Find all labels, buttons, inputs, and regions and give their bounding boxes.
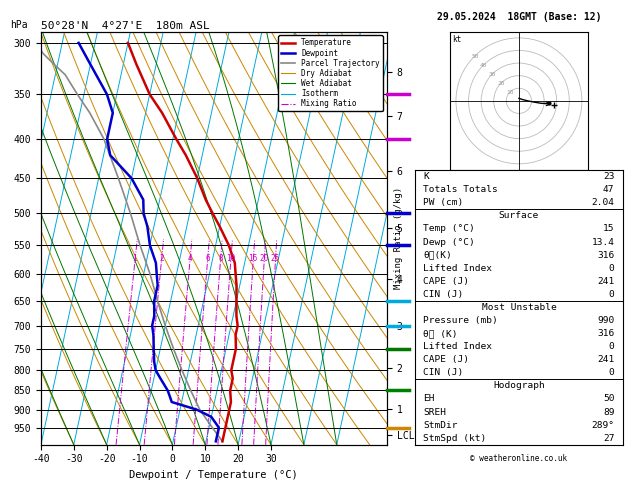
Text: CAPE (J): CAPE (J) [423, 277, 469, 286]
Text: 15: 15 [603, 225, 615, 233]
Text: θᴄ(K): θᴄ(K) [423, 251, 452, 260]
Text: 241: 241 [597, 355, 615, 364]
Text: 20: 20 [498, 81, 505, 86]
Text: Hodograph: Hodograph [493, 382, 545, 390]
Text: SREH: SREH [423, 407, 447, 417]
Text: 0: 0 [609, 342, 615, 351]
Text: CAPE (J): CAPE (J) [423, 355, 469, 364]
Text: 241: 241 [597, 277, 615, 286]
Text: hPa: hPa [10, 19, 28, 30]
Text: K: K [423, 172, 429, 181]
Text: Totals Totals: Totals Totals [423, 185, 498, 194]
Text: Dewp (°C): Dewp (°C) [423, 238, 475, 246]
Text: 29.05.2024  18GMT (Base: 12): 29.05.2024 18GMT (Base: 12) [437, 12, 601, 22]
Text: Pressure (mb): Pressure (mb) [423, 316, 498, 325]
Text: 0: 0 [609, 264, 615, 273]
Text: Lifted Index: Lifted Index [423, 342, 493, 351]
Text: Lifted Index: Lifted Index [423, 264, 493, 273]
Text: Temp (°C): Temp (°C) [423, 225, 475, 233]
Text: 50: 50 [603, 395, 615, 403]
Text: 50°28'N  4°27'E  180m ASL: 50°28'N 4°27'E 180m ASL [41, 21, 209, 31]
Text: StmDir: StmDir [423, 420, 458, 430]
Text: 6: 6 [205, 254, 209, 263]
Text: 0: 0 [609, 368, 615, 377]
Text: StmSpd (kt): StmSpd (kt) [423, 434, 487, 443]
Text: 23: 23 [603, 172, 615, 181]
Text: 40: 40 [480, 63, 487, 68]
Text: 47: 47 [603, 185, 615, 194]
Text: Mixing Ratio (g/kg): Mixing Ratio (g/kg) [394, 187, 403, 289]
X-axis label: Dewpoint / Temperature (°C): Dewpoint / Temperature (°C) [130, 470, 298, 480]
Text: 16: 16 [248, 254, 258, 263]
Text: 13.4: 13.4 [591, 238, 615, 246]
Text: EH: EH [423, 395, 435, 403]
Text: PW (cm): PW (cm) [423, 198, 464, 208]
Text: 25: 25 [270, 254, 280, 263]
Text: 316: 316 [597, 329, 615, 338]
Text: θᴄ (K): θᴄ (K) [423, 329, 458, 338]
Text: CIN (J): CIN (J) [423, 290, 464, 299]
Text: © weatheronline.co.uk: © weatheronline.co.uk [470, 454, 567, 464]
Text: 10: 10 [226, 254, 235, 263]
Text: 50: 50 [471, 54, 479, 59]
Text: 10: 10 [506, 89, 514, 95]
Text: 289°: 289° [591, 420, 615, 430]
Text: Most Unstable: Most Unstable [482, 303, 556, 312]
Text: 89: 89 [603, 407, 615, 417]
Text: 20: 20 [260, 254, 269, 263]
Text: CIN (J): CIN (J) [423, 368, 464, 377]
Text: 0: 0 [609, 290, 615, 299]
Text: 990: 990 [597, 316, 615, 325]
Text: 8: 8 [218, 254, 223, 263]
Text: 4: 4 [187, 254, 192, 263]
Text: 2: 2 [159, 254, 164, 263]
Text: 27: 27 [603, 434, 615, 443]
Text: 1: 1 [133, 254, 137, 263]
Text: Surface: Surface [499, 211, 539, 220]
Legend: Temperature, Dewpoint, Parcel Trajectory, Dry Adiabat, Wet Adiabat, Isotherm, Mi: Temperature, Dewpoint, Parcel Trajectory… [279, 35, 383, 111]
Text: 2.04: 2.04 [591, 198, 615, 208]
Text: 316: 316 [597, 251, 615, 260]
Y-axis label: km
ASL: km ASL [417, 238, 435, 260]
Text: kt: kt [452, 35, 462, 44]
Text: 30: 30 [489, 72, 496, 77]
